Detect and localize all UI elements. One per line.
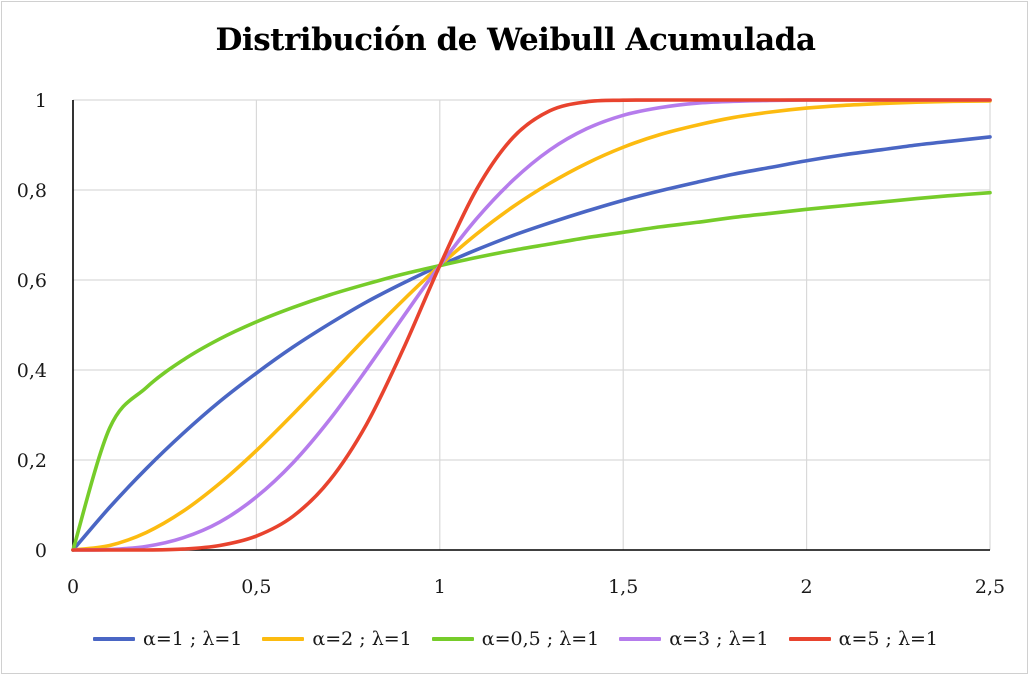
y-tick-label: 0,6: [17, 270, 47, 292]
y-tick-label: 0,2: [17, 450, 47, 472]
series-line-4: [71, 98, 992, 552]
series-line-1: [71, 135, 992, 552]
legend-label: α=5 ; λ=1: [838, 628, 938, 650]
legend-label: α=3 ; λ=1: [669, 628, 769, 650]
y-tick-labels: 0 0,2 0,4 0,6 0,8 1: [17, 90, 47, 562]
legend-label: α=0,5 ; λ=1: [481, 628, 600, 650]
x-tick-labels: 0 0,5 1 1,5 2 2,5: [67, 576, 1005, 598]
y-tick-label: 0,8: [17, 180, 47, 202]
grid-lines: [73, 99, 991, 550]
legend-item: α=5 ; λ=1: [788, 628, 938, 650]
x-tick-label: 2,5: [975, 576, 1005, 598]
chart-title: Distribución de Weibull Acumulada: [215, 22, 816, 58]
legend-swatch: [93, 637, 135, 641]
legend-swatch: [788, 637, 831, 641]
x-tick-label: 0: [67, 576, 79, 598]
y-tick-label: 0: [35, 540, 47, 562]
y-tick-label: 1: [35, 90, 47, 112]
x-tick-label: 1: [434, 576, 446, 598]
legend-swatch: [619, 637, 662, 641]
legend-label: α=2 ; λ=1: [312, 628, 412, 650]
y-tick-label: 0,4: [17, 360, 47, 382]
legend-swatch: [262, 637, 305, 641]
legend-swatch: [431, 637, 474, 641]
axes: [72, 100, 990, 551]
series-lines: [71, 98, 992, 552]
legend: α=1 ; λ=1 α=2 ; λ=1 α=0,5 ; λ=1 α=3 ; λ=1 α=…: [0, 624, 1031, 654]
x-tick-label: 1,5: [608, 576, 638, 598]
series-line-3: [71, 190, 992, 552]
legend-item: α=2 ; λ=1: [262, 628, 412, 650]
x-tick-label: 2: [801, 576, 813, 598]
legend-label: α=1 ; λ=1: [143, 628, 243, 650]
legend-item: α=0,5 ; λ=1: [431, 628, 600, 650]
legend-item: α=1 ; λ=1: [93, 628, 242, 650]
series-line-2: [71, 99, 992, 552]
x-tick-label: 0,5: [241, 576, 271, 598]
series-line-5: [71, 98, 992, 552]
legend-item: α=3 ; λ=1: [619, 628, 769, 650]
